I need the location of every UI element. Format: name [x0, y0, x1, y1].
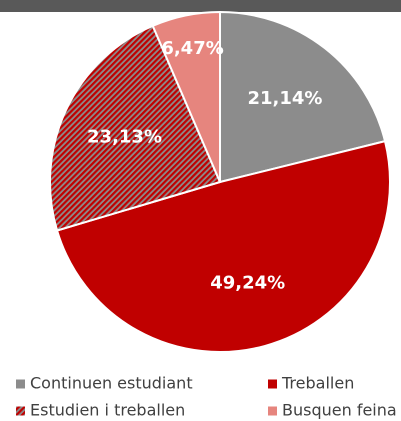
legend-swatch: [268, 379, 277, 389]
data-label: 21,14%: [247, 88, 322, 109]
legend-swatch: [16, 379, 25, 389]
legend-label: Treballen: [281, 374, 354, 393]
pie-slice: [49, 24, 222, 232]
data-label: 6,47%: [161, 38, 223, 59]
legend-swatch: [16, 406, 25, 416]
pie-slice: [151, 10, 221, 183]
data-label: 23,13%: [87, 126, 162, 147]
legend-label: Busquen feina: [282, 401, 397, 420]
pie-slice: [219, 10, 387, 184]
legend-label: Continuen estudiant: [30, 374, 193, 393]
data-label: 49,24%: [210, 273, 285, 294]
legend-label: Estudien i treballen: [30, 401, 185, 420]
pie-slice: [55, 140, 391, 353]
legend-swatch: [268, 406, 277, 416]
header-bar: [0, 0, 401, 12]
